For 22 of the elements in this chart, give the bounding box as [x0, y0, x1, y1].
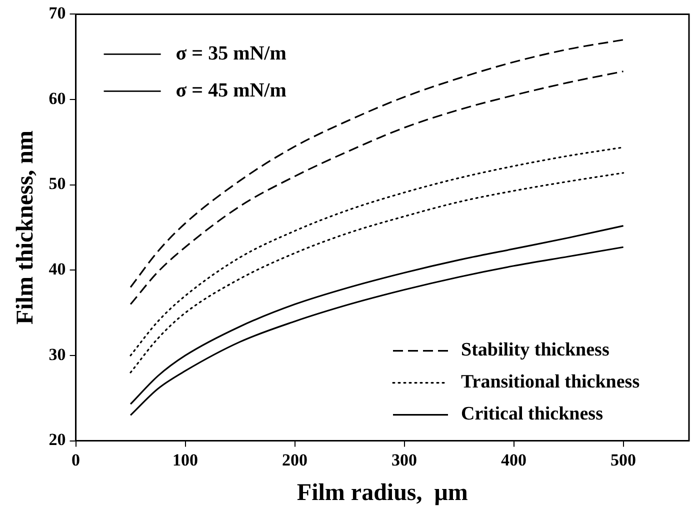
x-tick-label: 200 [282, 450, 308, 470]
x-tick-label: 100 [172, 450, 198, 470]
x-axis-title: Film radius, μm [296, 480, 468, 506]
x-tick-label: 400 [501, 450, 527, 470]
y-tick-label: 50 [48, 174, 66, 194]
legend-label: Stability thickness [461, 340, 610, 361]
y-tick-label: 20 [48, 430, 66, 450]
annotation: σ = 45 mN/m [176, 79, 287, 102]
legend-label: Transitional thickness [461, 372, 640, 393]
y-tick-label: 40 [48, 260, 66, 279]
x-tick-label: 300 [392, 450, 418, 470]
annotation: σ = 35 mN/m [176, 42, 287, 64]
legend-label: Critical thickness [461, 404, 603, 425]
line-series [130, 38, 624, 288]
line-series [130, 172, 624, 374]
y-axis-title: Film thickness, nm [12, 130, 39, 325]
y-tick-label: 70 [48, 4, 66, 23]
x-tick-label: 0 [72, 450, 80, 470]
x-tick-label: 500 [610, 450, 636, 470]
line-series [130, 70, 624, 306]
y-tick-label: 60 [48, 88, 66, 108]
y-tick-label: 30 [48, 344, 66, 364]
